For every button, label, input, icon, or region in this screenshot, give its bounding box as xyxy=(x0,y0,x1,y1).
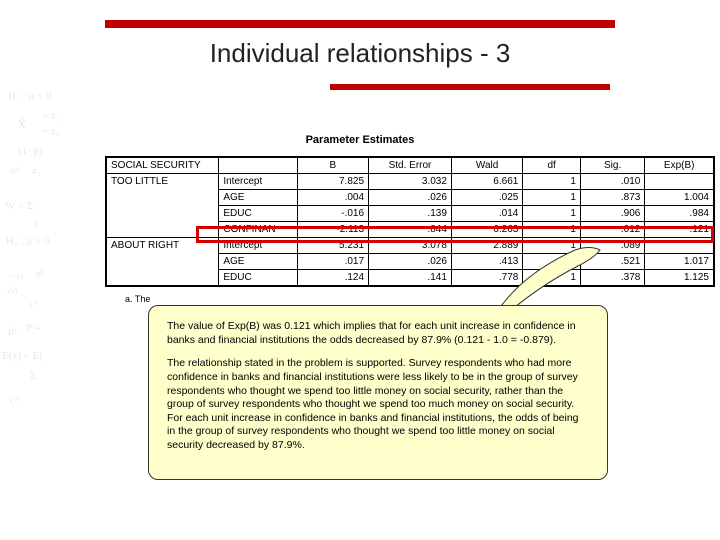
col-header-wald: Wald xyxy=(451,157,522,174)
cell-b: -2.113 xyxy=(297,222,368,238)
cell-wald: 6.661 xyxy=(451,174,522,190)
cell-wald: .413 xyxy=(451,254,522,270)
cell-sig: .010 xyxy=(580,174,644,190)
cell-sig: .906 xyxy=(580,206,644,222)
cell-b: .004 xyxy=(297,190,368,206)
cell-expb: 1.004 xyxy=(645,190,714,206)
cell-expb xyxy=(645,174,714,190)
table-row: TOO LITTLE Intercept 7.825 3.032 6.661 1… xyxy=(106,174,714,190)
table-header-row: SOCIAL SECURITY B Std. Error Wald df Sig… xyxy=(106,157,714,174)
cell-sig: .521 xyxy=(580,254,644,270)
cell-df: 1 xyxy=(523,270,581,287)
cell-sig: .378 xyxy=(580,270,644,287)
explanation-callout: The value of Exp(B) was 0.121 which impl… xyxy=(148,305,608,480)
title-underline-bar xyxy=(330,84,610,90)
table-footnote: a. The xyxy=(125,294,150,304)
cell-b: 7.825 xyxy=(297,174,368,190)
group-label: TOO LITTLE xyxy=(106,174,219,238)
row-name: Intercept xyxy=(219,238,297,254)
cell-sig: .873 xyxy=(580,190,644,206)
row-name: EDUC xyxy=(219,206,297,222)
cell-b: 5.231 xyxy=(297,238,368,254)
row-name: EDUC xyxy=(219,270,297,287)
cell-b: .124 xyxy=(297,270,368,287)
callout-paragraph-2: The relationship stated in the problem i… xyxy=(167,357,589,452)
col-header-b: B xyxy=(297,157,368,174)
cell-wald: .014 xyxy=(451,206,522,222)
cell-expb: 1.125 xyxy=(645,270,714,287)
cell-expb: .984 xyxy=(645,206,714,222)
parameter-estimates-table: SOCIAL SECURITY B Std. Error Wald df Sig… xyxy=(105,156,715,287)
col-header-blank xyxy=(219,157,297,174)
col-header-sig: Sig. xyxy=(580,157,644,174)
cell-wald: .025 xyxy=(451,190,522,206)
cell-df: 1 xyxy=(523,190,581,206)
cell-wald: 2.889 xyxy=(451,238,522,254)
cell-df: 1 xyxy=(523,222,581,238)
cell-expb: .121 xyxy=(645,222,714,238)
cell-se: .026 xyxy=(369,254,452,270)
row-name: Intercept xyxy=(219,174,297,190)
slide-title: Individual relationships - 3 xyxy=(105,38,615,69)
col-header-expb: Exp(B) xyxy=(645,157,714,174)
cell-se: .844 xyxy=(369,222,452,238)
header-accent-bar xyxy=(105,20,615,28)
cell-b: -.016 xyxy=(297,206,368,222)
cell-sig: .089 xyxy=(580,238,644,254)
callout-paragraph-1: The value of Exp(B) was 0.121 which impl… xyxy=(167,320,589,347)
row-name: AGE xyxy=(219,254,297,270)
cell-b: .017 xyxy=(297,254,368,270)
table-caption: Parameter Estimates xyxy=(105,134,615,146)
cell-df: 1 xyxy=(523,254,581,270)
row-name: AGE xyxy=(219,190,297,206)
table-row: ABOUT RIGHT Intercept 5.231 3.078 2.889 … xyxy=(106,238,714,254)
cell-se: .141 xyxy=(369,270,452,287)
cell-expb xyxy=(645,238,714,254)
cell-se: .139 xyxy=(369,206,452,222)
cell-df: 1 xyxy=(523,174,581,190)
group-label: ABOUT RIGHT xyxy=(106,238,219,287)
col-header-group: SOCIAL SECURITY xyxy=(106,157,219,174)
cell-df: 1 xyxy=(523,206,581,222)
row-name: CONFINAN xyxy=(219,222,297,238)
cell-wald: 6.263 xyxy=(451,222,522,238)
cell-sig: .012 xyxy=(580,222,644,238)
cell-se: .026 xyxy=(369,190,452,206)
watermark-formulas: H₁ : μ < 0 x̄ = z₁ = z₂ (1−p) σ² z₃ W = … xyxy=(0,0,90,540)
col-header-se: Std. Error xyxy=(369,157,452,174)
cell-wald: .778 xyxy=(451,270,522,287)
cell-df: 1 xyxy=(523,238,581,254)
cell-se: 3.032 xyxy=(369,174,452,190)
cell-se: 3.078 xyxy=(369,238,452,254)
col-header-df: df xyxy=(523,157,581,174)
cell-expb: 1.017 xyxy=(645,254,714,270)
